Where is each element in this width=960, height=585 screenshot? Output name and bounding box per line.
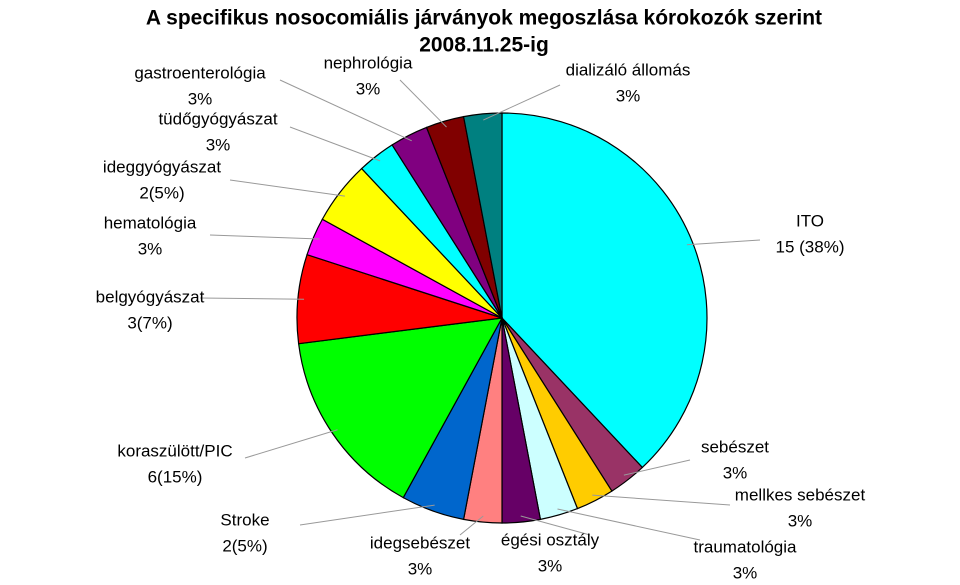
slice-value-label: 2(5%) <box>139 183 184 202</box>
chart-title: A specifikus nosocomiális járványok mego… <box>146 7 822 30</box>
leader-line <box>199 297 305 300</box>
leader-line <box>592 494 731 506</box>
leader-line <box>459 515 484 536</box>
slice-label: tüdőgyógyászat <box>158 109 277 128</box>
leader-line <box>520 515 591 536</box>
slice-label: traumatológia <box>693 537 797 556</box>
slice-value-label: 3% <box>723 463 748 482</box>
slice-label: ITO <box>796 211 824 230</box>
pie-slice <box>462 112 503 319</box>
leader-line <box>209 234 320 240</box>
slice-label: mellkes sebészet <box>735 485 866 504</box>
leader-line <box>279 79 412 142</box>
chart-subtitle: 2008.11.25-ig <box>419 34 549 57</box>
pie-slice <box>297 317 504 499</box>
slice-value-label: 3% <box>356 79 381 98</box>
slice-value-label: 15 (38%) <box>776 237 845 256</box>
slice-value-label: 3% <box>733 563 758 582</box>
slice-value-label: 6(15%) <box>148 467 203 486</box>
leader-line <box>686 239 761 246</box>
slice-label: ideggyógyászat <box>103 157 221 176</box>
slice-value-label: 3% <box>616 86 641 105</box>
slice-label: idegsebészet <box>370 533 470 552</box>
slice-label: gastroenterológia <box>134 63 266 82</box>
leader-line <box>229 179 345 197</box>
slice-label: sebészet <box>701 437 769 456</box>
leader-line <box>623 459 691 476</box>
leader-line <box>289 126 381 162</box>
leader-line <box>244 429 338 459</box>
slice-value-label: 3% <box>538 556 563 575</box>
slice-value-label: 3% <box>408 559 433 578</box>
slice-label: koraszülött/PIC <box>117 441 232 460</box>
slice-value-label: 2(5%) <box>222 536 267 555</box>
slice-value-label: 3% <box>206 135 231 154</box>
slice-label: belgyógyászat <box>96 287 205 306</box>
slice-value-label: 3% <box>788 511 813 530</box>
pie-slice <box>501 112 708 469</box>
leader-line <box>299 504 435 526</box>
slice-label: égési osztály <box>501 530 600 549</box>
slice-label: nephrológia <box>324 53 413 72</box>
leader-line <box>483 84 561 121</box>
slice-value-label: 3% <box>138 239 163 258</box>
leader-line <box>399 79 447 128</box>
leader-line <box>557 508 701 541</box>
slice-label: Stroke <box>220 510 269 529</box>
slice-value-label: 3% <box>188 89 213 108</box>
slice-label: dializáló állomás <box>566 60 691 79</box>
slice-label: hematológia <box>104 213 197 232</box>
slice-value-label: 3(7%) <box>127 313 172 332</box>
